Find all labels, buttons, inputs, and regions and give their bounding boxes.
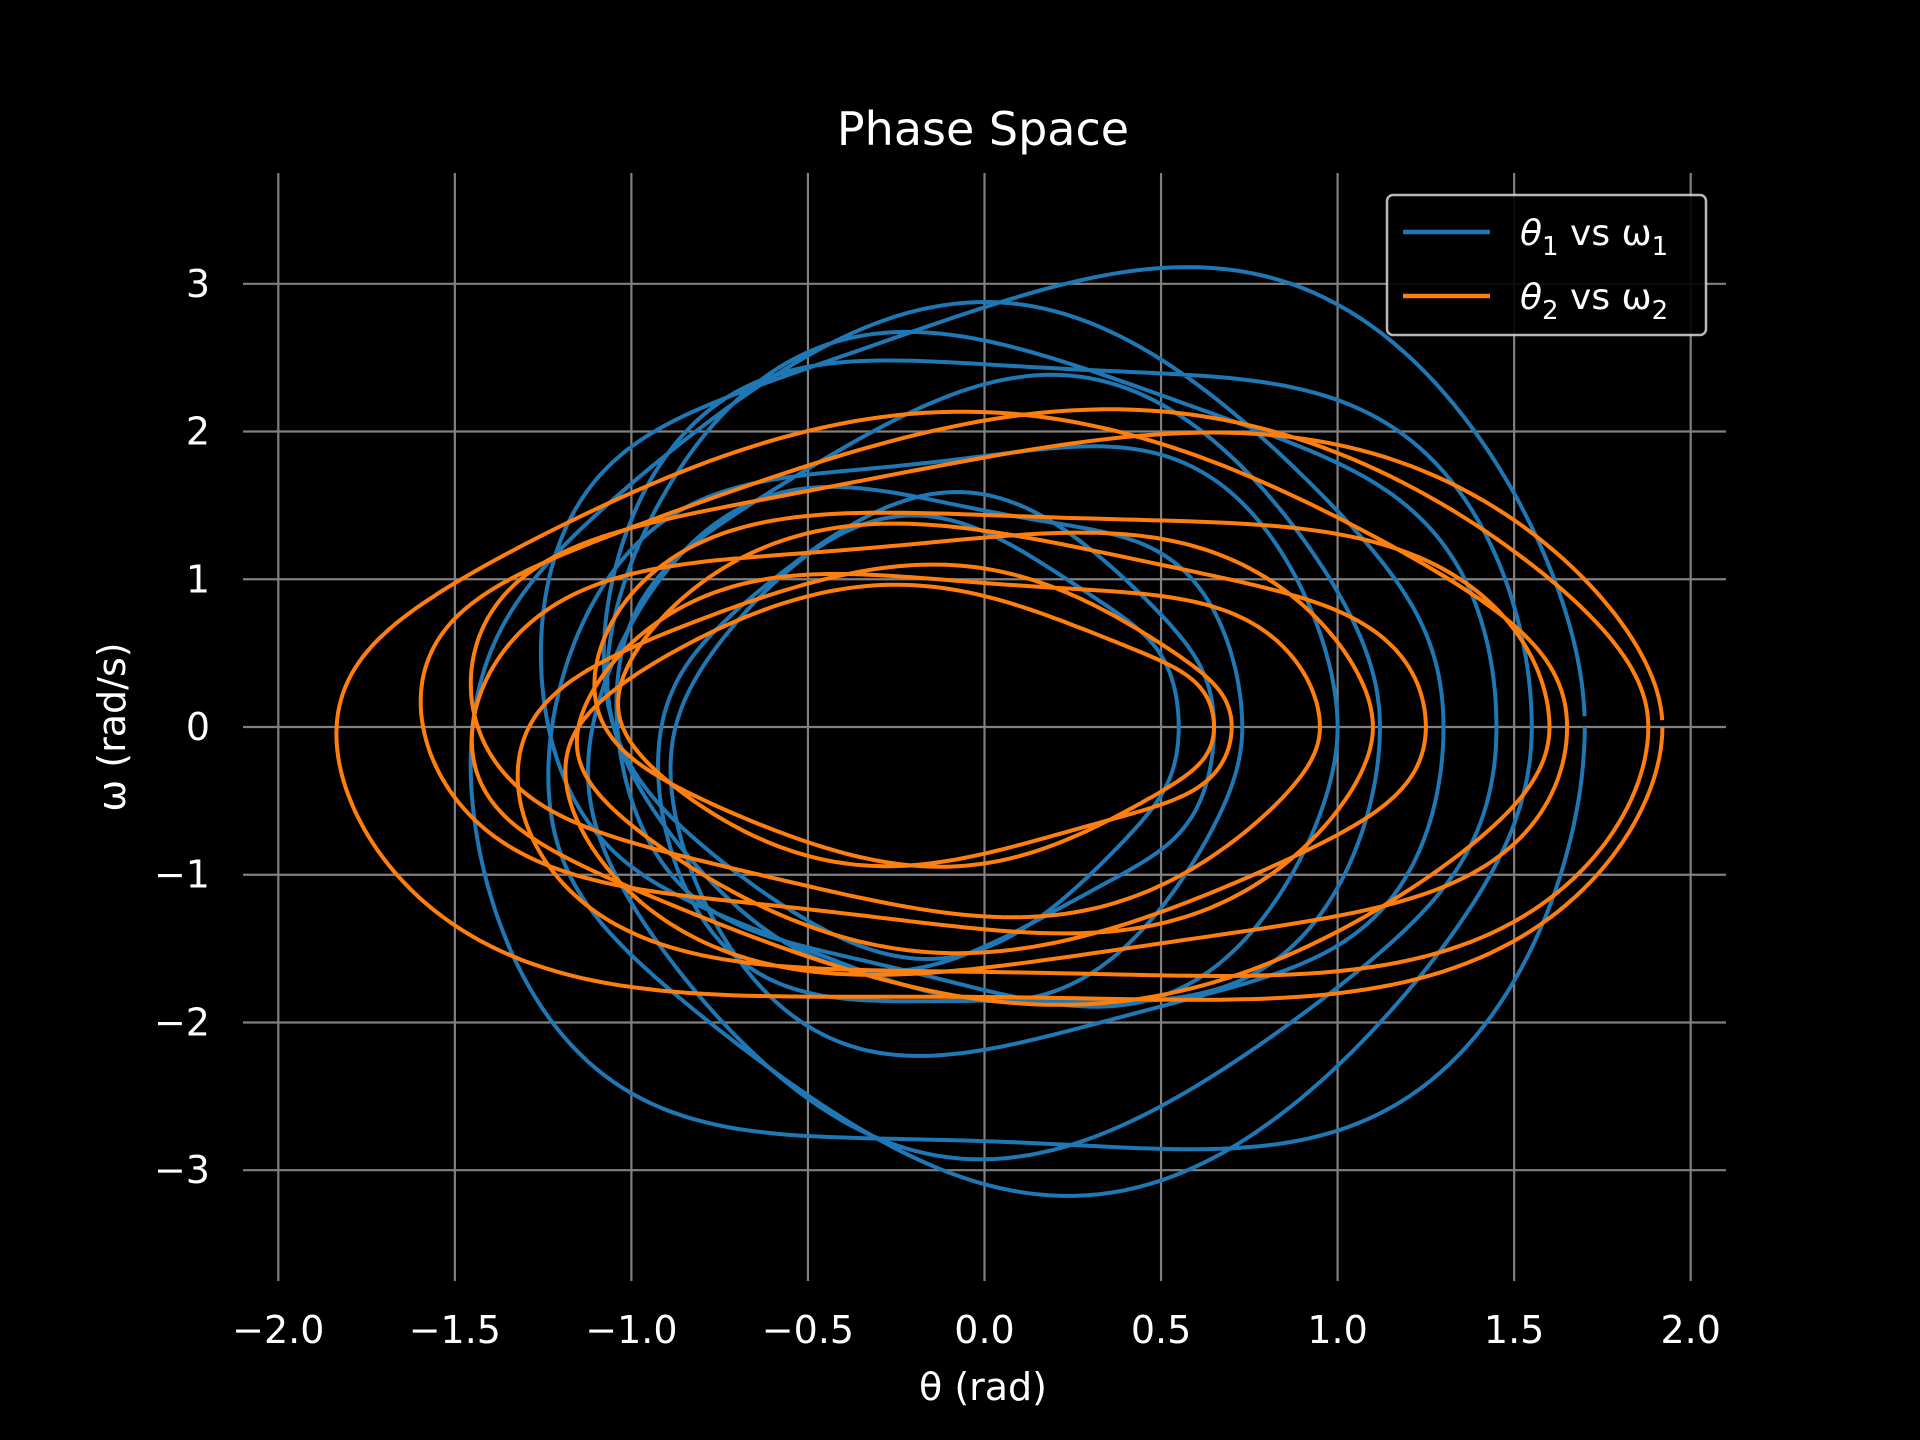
x-tick-label: −1.5 [409, 1308, 501, 1352]
x-tick-label: 2.0 [1660, 1308, 1720, 1352]
x-tick-label: −0.5 [762, 1308, 854, 1352]
legend-theta2-vs: vs ω [1559, 277, 1652, 318]
y-tick-label: −1 [154, 853, 210, 897]
chart-title: Phase Space [837, 102, 1129, 156]
legend: θ1 vs ω1 θ2 vs ω2 [1385, 193, 1708, 337]
y-tick-label: 0 [186, 705, 210, 749]
legend-theta2-symbol: θ [1520, 277, 1542, 318]
series-theta2-line [334, 407, 1665, 1007]
legend-label-theta1: θ1 vs ω1 [1520, 213, 1668, 262]
legend-theta1-symbol: θ [1520, 213, 1542, 254]
grid-lines [243, 173, 1726, 1281]
legend-label-theta2: θ2 vs ω2 [1520, 277, 1668, 326]
legend-theta2-sub: 2 [1542, 296, 1559, 326]
legend-omega1-sub: 1 [1652, 232, 1669, 262]
y-tick-label: −3 [154, 1148, 210, 1192]
x-axis-label: θ (rad) [919, 1365, 1047, 1409]
axis-ticks: −2.0 −1.5 −1.0 −0.5 0.0 0.5 1.0 1.5 2.0 −3 −2 −1 0 1 2… [154, 262, 1721, 1352]
y-tick-label: −2 [154, 1000, 210, 1044]
legend-theta1-vs: vs ω [1559, 213, 1652, 254]
legend-omega2-sub: 2 [1652, 296, 1669, 326]
legend-theta1-sub: 1 [1542, 232, 1559, 262]
y-tick-label: 1 [186, 557, 210, 601]
y-axis-label: ω (rad/s) [90, 642, 134, 811]
y-tick-label: 3 [186, 262, 210, 306]
plot-area [334, 265, 1665, 1198]
series-theta1-line [468, 265, 1587, 1198]
x-tick-label: 0.5 [1131, 1308, 1191, 1352]
x-tick-label: 1.0 [1307, 1308, 1367, 1352]
x-tick-label: 1.5 [1484, 1308, 1544, 1352]
x-tick-label: 0.0 [954, 1308, 1014, 1352]
y-tick-label: 2 [186, 410, 210, 454]
x-tick-label: −2.0 [232, 1308, 324, 1352]
x-tick-label: −1.0 [585, 1308, 677, 1352]
